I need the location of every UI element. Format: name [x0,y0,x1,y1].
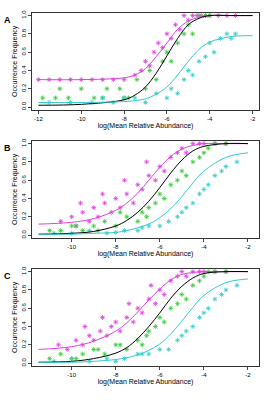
svg-text:-6: -6 [157,244,163,250]
svg-text:-4: -4 [207,116,213,122]
svg-text:-8: -8 [113,244,119,250]
svg-text:-4: -4 [201,372,207,378]
svg-text:0.0: 0.0 [21,357,27,366]
svg-text:0.2: 0.2 [21,83,27,92]
svg-text:log(Mean Relative Abundance): log(Mean Relative Abundance) [98,122,194,130]
svg-text:Occurrence Frequency: Occurrence Frequency [11,281,19,353]
svg-text:0.4: 0.4 [21,321,27,330]
svg-text:1.0: 1.0 [21,266,27,275]
svg-text:-6: -6 [157,372,163,378]
svg-text:0.8: 0.8 [21,28,27,37]
svg-text:-10: -10 [67,244,76,250]
svg-text:0.2: 0.2 [21,211,27,220]
svg-text:0.8: 0.8 [21,284,27,293]
svg-text:0.0: 0.0 [21,101,27,110]
svg-text:A: A [4,15,11,25]
svg-text:log(Mean Relative Abundance): log(Mean Relative Abundance) [98,378,194,386]
svg-text:1.0: 1.0 [21,10,27,19]
svg-text:-8: -8 [121,116,127,122]
svg-text:B: B [4,143,11,153]
svg-text:-8: -8 [113,372,119,378]
svg-text:0.2: 0.2 [21,339,27,348]
svg-text:-2: -2 [245,244,251,250]
svg-text:0.6: 0.6 [21,303,27,312]
svg-text:-10: -10 [77,116,86,122]
svg-text:-6: -6 [164,116,170,122]
svg-text:0.8: 0.8 [21,156,27,165]
svg-text:0.4: 0.4 [21,193,27,202]
svg-text:-12: -12 [34,116,43,122]
svg-text:0.4: 0.4 [21,65,27,74]
svg-text:log(Mean Relative Abundance): log(Mean Relative Abundance) [98,250,194,258]
svg-text:0.0: 0.0 [21,229,27,238]
svg-text:0.6: 0.6 [21,46,27,55]
svg-text:C: C [4,271,11,281]
svg-text:1.0: 1.0 [21,138,27,147]
svg-text:Occurrence Frequency: Occurrence Frequency [11,25,19,97]
svg-text:0.6: 0.6 [21,174,27,183]
svg-text:-2: -2 [250,116,256,122]
svg-text:-2: -2 [245,372,251,378]
svg-text:-10: -10 [67,372,76,378]
svg-text:Occurrence Frequency: Occurrence Frequency [11,153,19,225]
svg-text:-4: -4 [201,244,207,250]
